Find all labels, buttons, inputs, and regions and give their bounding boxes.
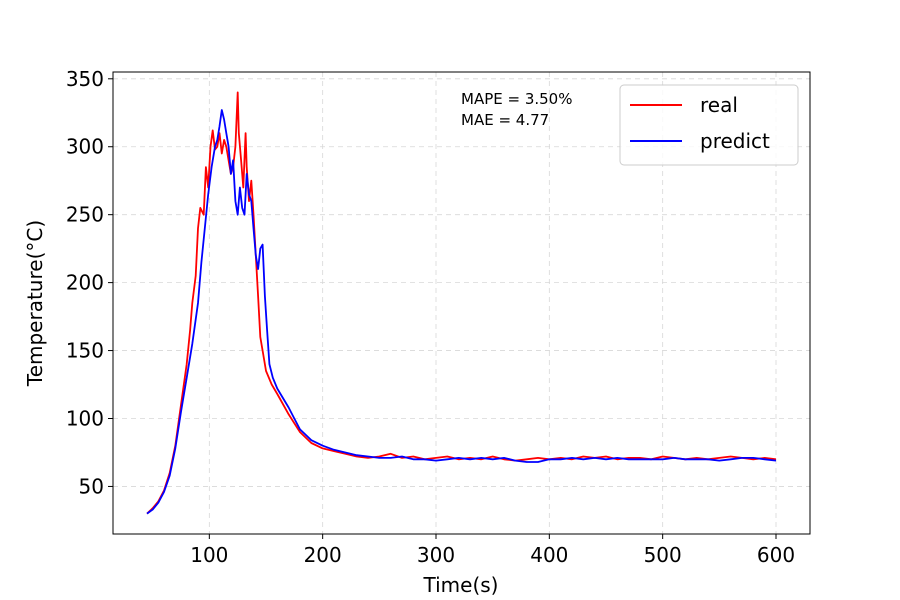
legend-label-predict: predict — [700, 129, 770, 153]
x-tick-label: 100 — [190, 543, 228, 567]
x-tick-label: 600 — [757, 543, 795, 567]
plot-frame — [112, 71, 811, 535]
x-axis-label: Time(s) — [423, 573, 499, 597]
x-tick-label: 400 — [530, 543, 568, 567]
series-line-predict — [146, 109, 777, 515]
y-tick-label: 250 — [66, 203, 104, 227]
y-tick-label: 100 — [66, 407, 104, 431]
y-tick-label: 200 — [66, 271, 104, 295]
x-tick-label: 500 — [644, 543, 682, 567]
legend-label-real: real — [700, 93, 738, 117]
series-layer — [146, 91, 777, 515]
y-tick-label: 150 — [66, 339, 104, 363]
ticks: 100 200 300 400 500 600 50 100 150 200 250 300 350 — [66, 67, 795, 567]
legend: real predict — [619, 84, 799, 166]
y-tick-label: 300 — [66, 135, 104, 159]
x-tick-label: 300 — [417, 543, 455, 567]
y-tick-label: 50 — [79, 474, 104, 498]
x-tick-label: 200 — [304, 543, 342, 567]
y-tick-label: 350 — [66, 67, 104, 91]
annotation-mape: MAPE = 3.50% — [461, 90, 572, 108]
annotation-mae: MAE = 4.77 — [461, 111, 549, 129]
y-axis-label: Temperature(°C) — [23, 220, 47, 387]
